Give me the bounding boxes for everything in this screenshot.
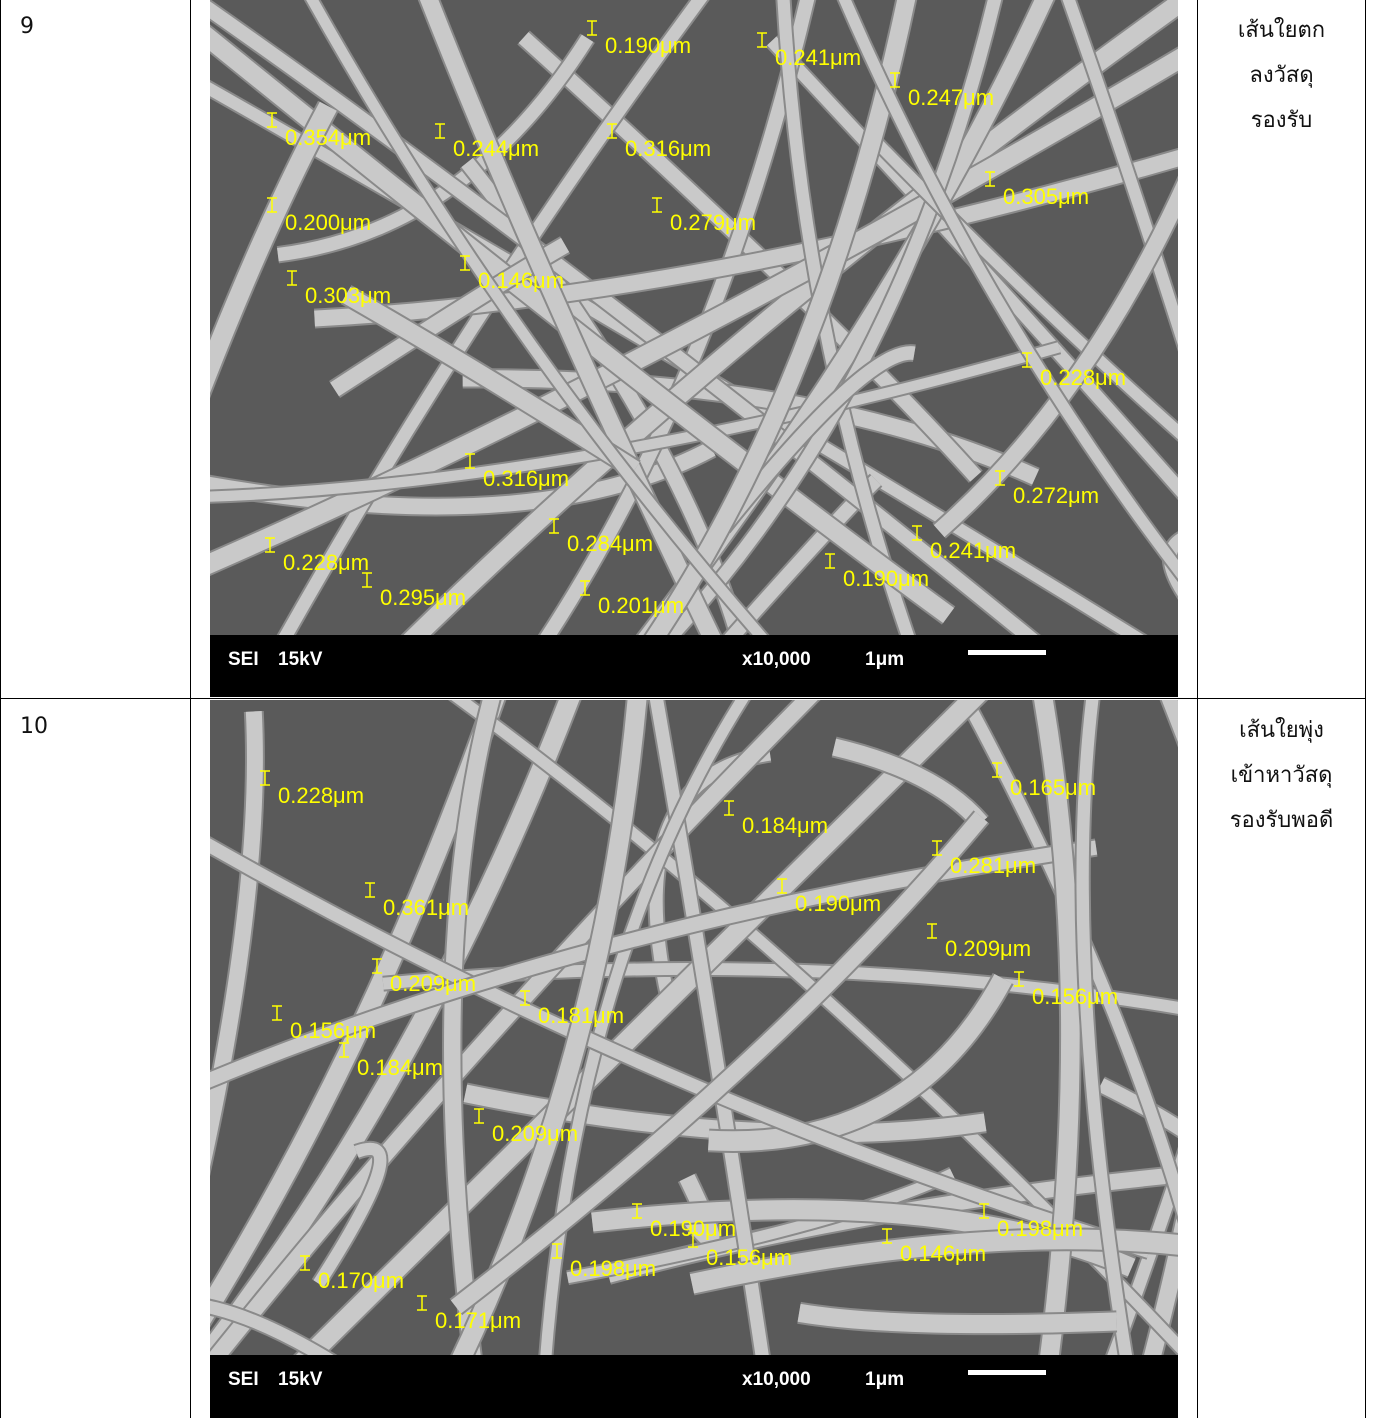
measure-label: 0.281μm bbox=[950, 853, 1036, 878]
info-text: 15kV bbox=[278, 1369, 323, 1390]
measure-label: 0.146μm bbox=[478, 268, 564, 293]
measure-label: 0.200μm bbox=[285, 210, 371, 235]
measure-label: 0.190μm bbox=[795, 891, 881, 916]
info-text: 1μm bbox=[865, 649, 904, 670]
info-text: SEI bbox=[228, 649, 259, 670]
sem-image: 0.190μm0.241μm0.247μm0.354μm0.244μm0.316… bbox=[210, 0, 1178, 697]
info-text: SEI bbox=[228, 1369, 259, 1390]
measure-label: 0.316μm bbox=[625, 136, 711, 161]
measure-label: 0.170μm bbox=[318, 1268, 404, 1293]
info-text: x10,000 bbox=[742, 1369, 811, 1390]
measure-label: 0.244μm bbox=[453, 136, 539, 161]
description-line: รองรับ bbox=[1198, 98, 1365, 143]
measure-label: 0.156μm bbox=[706, 1245, 792, 1270]
info-text: 15kV bbox=[278, 649, 323, 670]
description: เส้นใยพุ่งเข้าหาวัสดุรองรับพอดี bbox=[1198, 708, 1365, 843]
measure-label: 0.171μm bbox=[435, 1308, 521, 1333]
description-line: เข้าหาวัสดุ bbox=[1198, 753, 1365, 798]
measure-label: 0.198μm bbox=[997, 1216, 1083, 1241]
description: เส้นใยตกลงวัสดุรองรับ bbox=[1198, 8, 1365, 143]
info-bar bbox=[210, 635, 1178, 697]
info-text: x10,000 bbox=[742, 649, 811, 670]
measure-label: 0.156μm bbox=[290, 1018, 376, 1043]
measure-label: 0.228μm bbox=[283, 550, 369, 575]
measure-label: 0.184μm bbox=[742, 813, 828, 838]
scale-bar bbox=[968, 1370, 1046, 1375]
measure-label: 0.146μm bbox=[900, 1241, 986, 1266]
measure-label: 0.209μm bbox=[390, 971, 476, 996]
measure-label: 0.361μm bbox=[383, 895, 469, 920]
measure-label: 0.190μm bbox=[843, 566, 929, 591]
border bbox=[0, 698, 1366, 699]
measure-label: 0.241μm bbox=[930, 538, 1016, 563]
description-line: เส้นใยตก bbox=[1198, 8, 1365, 53]
page: 9 10 เส้นใยตกลงวัสดุรองรับ เส้นใยพุ่งเข้… bbox=[0, 0, 1373, 1418]
row-number: 9 bbox=[20, 14, 34, 39]
measure-label: 0.316μm bbox=[483, 466, 569, 491]
info-text: 1μm bbox=[865, 1369, 904, 1390]
measure-label: 0.284μm bbox=[567, 531, 653, 556]
description-line: รองรับพอดี bbox=[1198, 798, 1365, 843]
measure-label: 0.209μm bbox=[492, 1121, 578, 1146]
row-number: 10 bbox=[20, 714, 48, 739]
measure-label: 0.303μm bbox=[305, 283, 391, 308]
description-line: เส้นใยพุ่ง bbox=[1198, 708, 1365, 753]
sem-image: 0.228μm 0.165μm 0.184μm 0.281μm 0.361μm 0.190… bbox=[210, 700, 1178, 1418]
measure-label: 0.241μm bbox=[775, 45, 861, 70]
description-line: ลงวัสดุ bbox=[1198, 53, 1365, 98]
border bbox=[190, 0, 191, 1418]
measure-label: 0.156μm bbox=[1032, 984, 1118, 1009]
measure-label: 0.165μm bbox=[1010, 775, 1096, 800]
measure-label: 0.295μm bbox=[380, 585, 466, 610]
info-bar bbox=[210, 1355, 1178, 1418]
measure-label: 0.247μm bbox=[908, 85, 994, 110]
measure-label: 0.190μm bbox=[605, 33, 691, 58]
measure-label: 0.272μm bbox=[1013, 483, 1099, 508]
measure-label: 0.198μm bbox=[570, 1256, 656, 1281]
measure-label: 0.279μm bbox=[670, 210, 756, 235]
measure-label: 0.354μm bbox=[285, 125, 371, 150]
measure-label: 0.228μm bbox=[1040, 365, 1126, 390]
measure-label: 0.209μm bbox=[945, 936, 1031, 961]
measure-label: 0.305μm bbox=[1003, 184, 1089, 209]
border bbox=[0, 0, 1, 1418]
scale-bar bbox=[968, 650, 1046, 655]
border bbox=[1365, 0, 1366, 1418]
measure-label: 0.184μm bbox=[357, 1055, 443, 1080]
measure-label: 0.181μm bbox=[538, 1003, 624, 1028]
measure-label: 0.228μm bbox=[278, 783, 364, 808]
measure-label: 0.201μm bbox=[598, 593, 684, 618]
